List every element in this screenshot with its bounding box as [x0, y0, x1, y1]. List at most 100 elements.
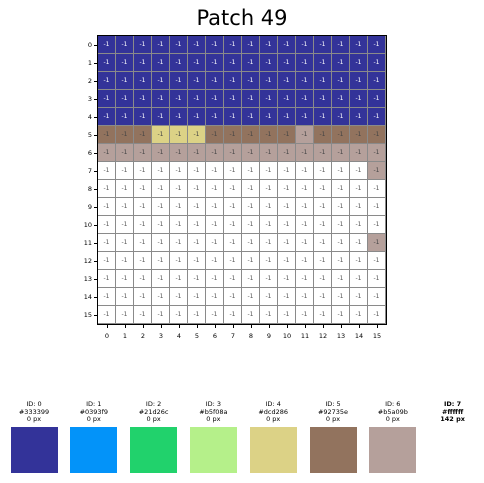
grid-cell: -1 [134, 126, 152, 144]
grid-cell: -1 [116, 36, 134, 54]
grid-cell: -1 [332, 234, 350, 252]
legend-swatch [309, 427, 357, 473]
grid-cell: -1 [314, 288, 332, 306]
legend-swatch [130, 427, 178, 473]
grid-cell: -1 [170, 126, 188, 144]
col-tick [305, 324, 306, 328]
row-tick-label: 15 [83, 311, 92, 319]
grid-cell: -1 [332, 126, 350, 144]
grid-cell: -1 [152, 270, 170, 288]
grid-cell: -1 [314, 72, 332, 90]
col-tick [179, 324, 180, 328]
grid-cell: -1 [188, 234, 206, 252]
grid-cell: -1 [314, 198, 332, 216]
grid-cell: -1 [350, 198, 368, 216]
grid-cell: -1 [134, 54, 152, 72]
grid-cell: -1 [224, 54, 242, 72]
legend-item: ID: 6 #b5a09b 0 px [363, 400, 423, 424]
col-tick-label: 10 [282, 332, 292, 340]
grid-cell: -1 [116, 126, 134, 144]
grid-cell: -1 [152, 288, 170, 306]
grid-cell: -1 [350, 270, 368, 288]
grid-cell: -1 [368, 162, 386, 180]
grid-cell: -1 [332, 54, 350, 72]
grid-cell: -1 [206, 234, 224, 252]
grid-cell: -1 [368, 72, 386, 90]
grid-cell: -1 [98, 126, 116, 144]
grid-cell: -1 [368, 288, 386, 306]
grid-cell: -1 [332, 72, 350, 90]
row-tick [94, 315, 98, 316]
row-tick [94, 243, 98, 244]
grid-cell: -1 [242, 162, 260, 180]
grid-cell: -1 [296, 306, 314, 324]
grid-cell: -1 [224, 252, 242, 270]
grid-cell: -1 [242, 306, 260, 324]
grid-cell: -1 [224, 90, 242, 108]
legend-id: ID: 3 [205, 400, 222, 408]
grid-cell: -1 [314, 180, 332, 198]
col-tick [377, 324, 378, 328]
grid-cell: -1 [116, 90, 134, 108]
grid-cell: -1 [170, 288, 188, 306]
grid-cell: -1 [278, 162, 296, 180]
legend-swatch [70, 427, 118, 473]
grid-cell: -1 [224, 180, 242, 198]
grid-cell: -1 [152, 252, 170, 270]
grid-cell: -1 [188, 90, 206, 108]
grid-cell: -1 [296, 126, 314, 144]
grid-cell: -1 [116, 54, 134, 72]
grid-cell: -1 [278, 252, 296, 270]
col-tick-label: 1 [122, 332, 128, 340]
grid-cell: -1 [296, 72, 314, 90]
legend-hex: #b5f08a [199, 407, 228, 416]
grid-cell: -1 [152, 144, 170, 162]
grid-cell: -1 [332, 306, 350, 324]
col-tick-label: 15 [372, 332, 382, 340]
grid-cell: -1 [296, 216, 314, 234]
grid-cell: -1 [206, 36, 224, 54]
grid-cell: -1 [188, 270, 206, 288]
grid-cell: -1 [314, 36, 332, 54]
grid-cell: -1 [296, 234, 314, 252]
legend-id: ID: 1 [86, 400, 102, 408]
grid-cell: -1 [98, 90, 116, 108]
grid-cell: -1 [170, 270, 188, 288]
grid-cell: -1 [368, 144, 386, 162]
row-tick-label: 9 [87, 203, 92, 211]
grid-cell: -1 [152, 180, 170, 198]
row-tick [94, 135, 98, 136]
col-tick-label: 7 [230, 332, 236, 340]
col-tick-label: 9 [266, 332, 272, 340]
row-tick [94, 189, 98, 190]
grid-cell: -1 [170, 198, 188, 216]
legend-hex: #92735e [317, 407, 349, 416]
grid-cell: -1 [278, 198, 296, 216]
legend-item: ID: 4 #dcd286 0 px [243, 400, 303, 424]
legend-count: 0 px [146, 415, 161, 423]
row-tick-label: 0 [87, 41, 92, 49]
grid-cell: -1 [350, 216, 368, 234]
grid-cell: -1 [134, 180, 152, 198]
grid-cell: -1 [260, 306, 278, 324]
grid-cell: -1 [206, 108, 224, 126]
grid-cell: -1 [296, 90, 314, 108]
grid-cell: -1 [260, 126, 278, 144]
col-tick-label: 3 [158, 332, 164, 340]
grid-cell: -1 [116, 288, 134, 306]
grid-cell: -1 [224, 72, 242, 90]
grid-cell: -1 [134, 270, 152, 288]
grid-cell: -1 [98, 72, 116, 90]
grid-cell: -1 [134, 162, 152, 180]
grid-cell: -1 [206, 72, 224, 90]
grid-cell: -1 [260, 144, 278, 162]
grid-cell: -1 [278, 108, 296, 126]
grid-cell: -1 [170, 252, 188, 270]
grid-cell: -1 [170, 180, 188, 198]
grid-cell: -1 [98, 270, 116, 288]
row-tick-label: 4 [87, 113, 92, 121]
grid-cell: -1 [278, 180, 296, 198]
grid-cell: -1 [224, 306, 242, 324]
grid-cell: -1 [260, 270, 278, 288]
grid-cell: -1 [314, 234, 332, 252]
